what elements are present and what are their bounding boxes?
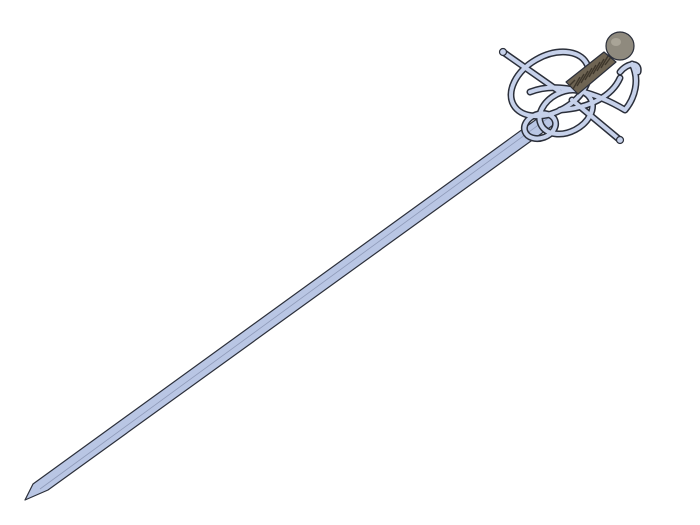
pommel [605,31,635,61]
pommel-ball [605,31,635,61]
blade [24,112,557,501]
grip [565,51,617,95]
swept-hilt-guard [498,47,642,145]
grip-wrap [568,55,612,90]
blade-fuller [39,117,549,490]
